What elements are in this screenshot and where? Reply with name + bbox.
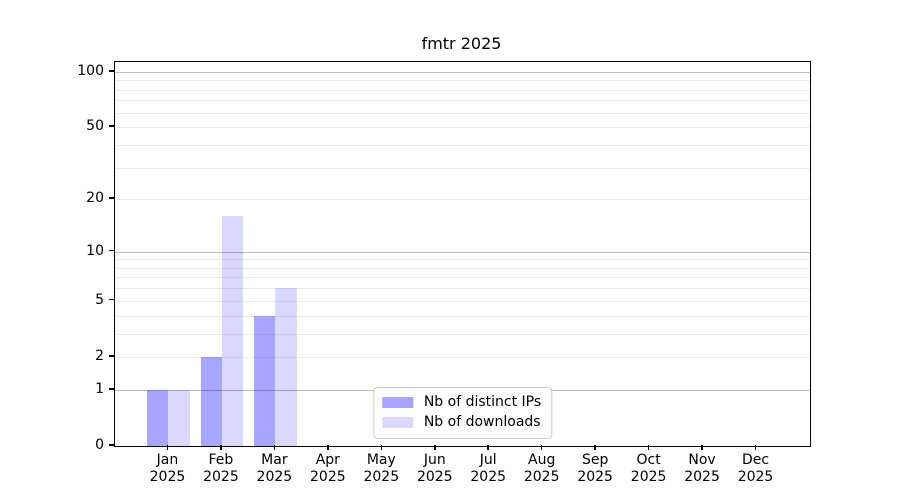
bar-distinct-ips: [200, 356, 222, 446]
x-tick-label-jun: Jun 2025: [416, 452, 453, 485]
minor-gridline: [115, 89, 810, 91]
minor-gridline: [115, 267, 810, 269]
y-tick-label: 20: [86, 190, 104, 207]
minor-gridline: [115, 199, 810, 201]
x-tick-mark: [273, 445, 276, 450]
legend-label-distinct-ips: Nb of distinct IPs: [423, 394, 542, 410]
minor-gridline: [115, 127, 810, 129]
x-tick-mark: [166, 445, 169, 450]
y-tick-label: 10: [86, 242, 104, 259]
bar-distinct-ips: [254, 315, 276, 446]
y-tick-label: 0: [95, 437, 104, 453]
y-tick-label: 100: [77, 62, 104, 79]
x-tick-label-oct: Oct 2025: [630, 452, 667, 485]
y-tick-label: 50: [86, 118, 104, 135]
y-tick-mark: [109, 249, 114, 252]
y-tick-label: 2: [95, 347, 104, 364]
x-tick-label-may: May 2025: [363, 452, 400, 485]
y-tick-mark: [109, 355, 114, 357]
minor-gridline: [115, 100, 810, 102]
x-tick-mark: [380, 445, 383, 450]
x-tick-mark: [327, 445, 329, 450]
minor-gridline: [115, 112, 810, 114]
y-tick-mark: [109, 298, 114, 301]
bar-downloads: [221, 216, 244, 446]
minor-gridline: [115, 167, 810, 169]
x-tick-mark: [434, 445, 436, 450]
x-tick-mark: [487, 445, 489, 450]
y-tick-mark: [109, 197, 114, 199]
minor-gridline: [115, 315, 810, 317]
chart-title: fmtr 2025: [421, 34, 502, 53]
x-tick-label-dec: Dec 2025: [737, 452, 774, 485]
legend-swatch-distinct-ips: [381, 397, 413, 408]
y-tick-mark: [109, 125, 114, 127]
x-tick-label-apr: Apr 2025: [310, 452, 346, 485]
x-tick-mark: [220, 445, 222, 450]
bar-downloads: [275, 288, 297, 446]
x-tick-mark: [647, 445, 650, 450]
y-tick-label: 1: [95, 380, 104, 397]
plot-area: Nb of distinct IPs Nb of downloads: [114, 61, 811, 447]
x-tick-label-nov: Nov 2025: [684, 452, 720, 485]
minor-gridline: [115, 259, 810, 261]
y-tick-label: 5: [95, 291, 104, 308]
x-tick-label-jan: Jan 2025: [149, 452, 186, 485]
major-gridline: [115, 251, 810, 253]
x-tick-label-sep: Sep 2025: [577, 452, 613, 485]
minor-gridline: [115, 300, 810, 302]
y-tick-mark: [109, 444, 114, 446]
minor-gridline: [115, 288, 810, 290]
legend-swatch-downloads: [381, 417, 413, 428]
x-tick-mark: [540, 445, 543, 450]
x-tick-mark: [594, 445, 596, 450]
bar-downloads: [168, 389, 190, 446]
y-tick-mark: [109, 70, 114, 72]
minor-gridline: [115, 356, 810, 358]
x-tick-label-feb: Feb 2025: [203, 452, 239, 485]
legend-item-downloads: Nb of downloads: [381, 414, 541, 431]
minor-gridline: [115, 144, 810, 146]
x-tick-label-aug: Aug 2025: [523, 452, 560, 485]
legend: Nb of distinct IPs Nb of downloads: [372, 387, 553, 439]
legend-label-downloads: Nb of downloads: [423, 414, 541, 430]
x-tick-mark: [701, 445, 703, 450]
minor-gridline: [115, 80, 810, 82]
minor-gridline: [115, 277, 810, 279]
x-tick-label-jul: Jul 2025: [470, 452, 507, 485]
x-tick-label-mar: Mar 2025: [256, 452, 293, 485]
major-gridline: [115, 71, 810, 73]
bar-distinct-ips: [147, 389, 169, 446]
minor-gridline: [115, 333, 810, 335]
y-tick-mark: [109, 388, 114, 390]
x-tick-mark: [754, 445, 757, 450]
legend-item-distinct-ips: Nb of distinct IPs: [381, 394, 542, 411]
